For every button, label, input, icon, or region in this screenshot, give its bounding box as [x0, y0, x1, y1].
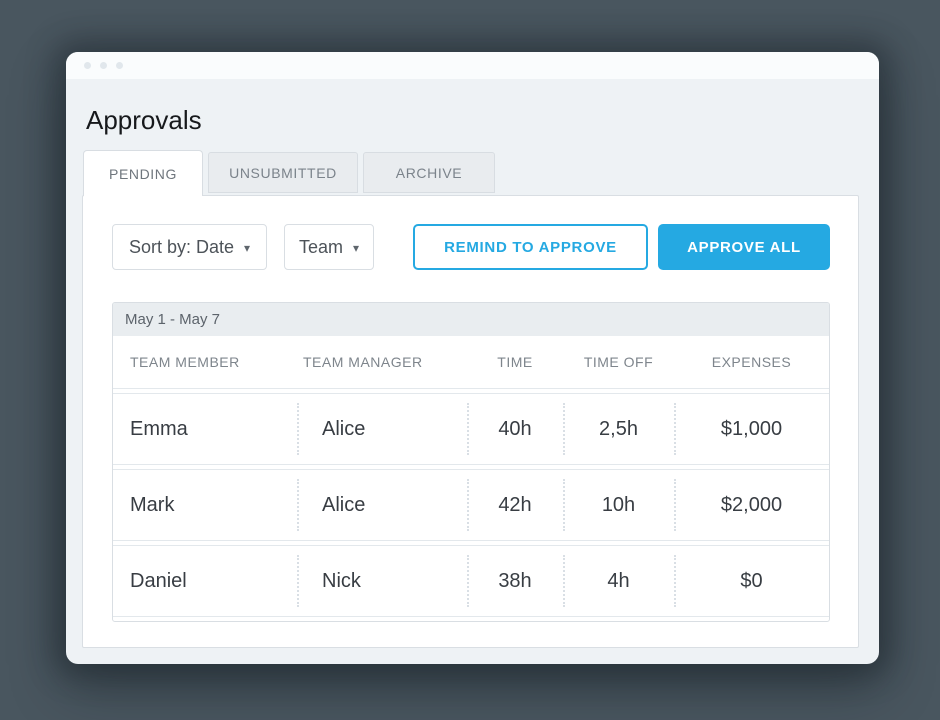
tab-archive-label: ARCHIVE — [395, 164, 463, 181]
cell-time-off: 4h — [563, 546, 674, 616]
cell-time-off: 2,5h — [563, 394, 674, 464]
tab-bar: PENDING UNSUBMITTED ARCHIVE — [83, 150, 879, 196]
cell-expenses: $1,000 — [674, 394, 829, 464]
column-header-team-manager: TEAM MANAGER — [303, 354, 423, 370]
cell-team-member: Daniel — [130, 569, 187, 592]
sort-by-dropdown[interactable]: Sort by: Date ▾ — [112, 224, 267, 270]
column-header-expenses: EXPENSES — [711, 354, 792, 370]
pending-tab-panel: Sort by: Date ▾ Team ▾ REMIND TO APPROVE… — [82, 195, 859, 648]
page-title: Approvals — [86, 105, 202, 135]
window-dot-icon — [84, 62, 91, 69]
approve-all-button[interactable]: APPROVE ALL — [658, 224, 830, 270]
table-row[interactable]: Emma Alice 40h 2,5h $1,000 — [113, 393, 829, 465]
tab-unsubmitted-label: UNSUBMITTED — [229, 164, 337, 181]
approvals-window: Approvals PENDING UNSUBMITTED ARCHIVE So… — [66, 52, 879, 664]
remind-to-approve-button[interactable]: REMIND TO APPROVE — [413, 224, 648, 270]
cell-expenses: $0 — [674, 546, 829, 616]
cell-expenses: $2,000 — [674, 470, 829, 540]
sort-by-dropdown-label: Sort by: Date — [128, 236, 234, 257]
table-row[interactable]: Daniel Nick 38h 4h $0 — [113, 545, 829, 617]
week-period-label: May 1 - May 7 — [125, 311, 221, 328]
toolbar: Sort by: Date ▾ Team ▾ REMIND TO APPROVE… — [112, 224, 830, 270]
table-header-row: TEAM MEMBER TEAM MANAGER TIME TIME OFF E… — [113, 336, 829, 389]
team-dropdown[interactable]: Team ▾ — [284, 224, 374, 270]
chevron-down-icon: ▾ — [352, 241, 360, 255]
cell-team-manager: Alice — [297, 394, 467, 464]
cell-team-manager: Nick — [297, 546, 467, 616]
tab-pending-label: PENDING — [109, 165, 177, 182]
column-header-time: TIME — [497, 354, 533, 370]
team-dropdown-label: Team — [298, 236, 343, 257]
tab-archive[interactable]: ARCHIVE — [363, 152, 495, 193]
cell-team-member: Mark — [130, 493, 175, 516]
cell-time: 38h — [467, 546, 563, 616]
chevron-down-icon: ▾ — [244, 241, 251, 255]
approvals-table: May 1 - May 7 TEAM MEMBER TEAM MANAGER T… — [112, 302, 830, 622]
cell-time-off: 10h — [563, 470, 674, 540]
window-titlebar — [66, 52, 879, 79]
window-dot-icon — [100, 62, 107, 69]
column-header-team-member: TEAM MEMBER — [130, 354, 240, 370]
tab-unsubmitted[interactable]: UNSUBMITTED — [208, 152, 358, 193]
window-dot-icon — [116, 62, 123, 69]
cell-time: 42h — [467, 470, 563, 540]
week-period-header: May 1 - May 7 — [113, 303, 829, 336]
tab-pending[interactable]: PENDING — [83, 150, 203, 196]
cell-team-member: Emma — [130, 417, 188, 440]
cell-time: 40h — [467, 394, 563, 464]
table-row[interactable]: Mark Alice 42h 10h $2,000 — [113, 469, 829, 541]
column-header-time-off: TIME OFF — [583, 354, 654, 370]
cell-team-manager: Alice — [297, 470, 467, 540]
